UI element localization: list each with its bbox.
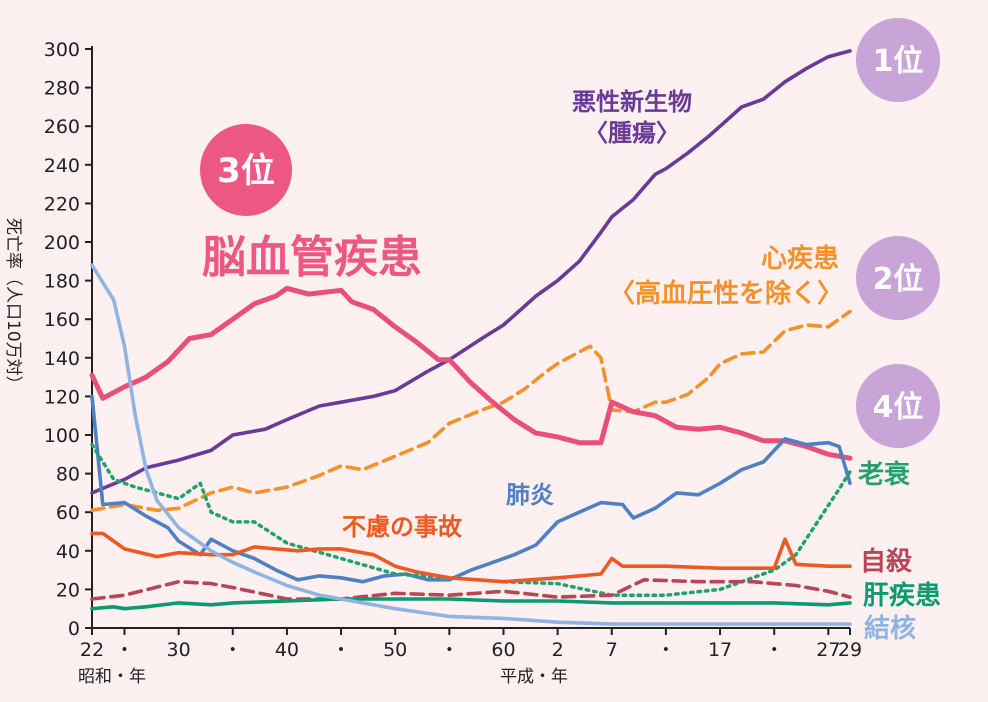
y-tick-label: 140 bbox=[44, 348, 80, 370]
series-line-2 bbox=[89, 285, 853, 461]
y-axis-label: 死亡率（人口10万対） bbox=[3, 218, 23, 393]
y-tick-label: 200 bbox=[44, 232, 80, 254]
y-tick-label: 240 bbox=[44, 155, 80, 177]
rank-badge-1-text: 1位 bbox=[873, 44, 924, 79]
x-tick-label: ・ bbox=[440, 639, 459, 661]
series-line-3 bbox=[90, 394, 852, 584]
rank-badge-3-circle bbox=[200, 124, 292, 216]
series-line-4 bbox=[90, 442, 852, 597]
rank-badge-4-text: 4位 bbox=[873, 390, 924, 425]
rank-badge-4: 4位 bbox=[856, 364, 940, 448]
label-liver: 肝疾患 bbox=[863, 580, 941, 611]
label-senility: 老衰 bbox=[858, 459, 911, 490]
x-tick-label: 30 bbox=[167, 639, 191, 661]
y-tick-label: 280 bbox=[44, 78, 80, 100]
y-tick-label: 300 bbox=[44, 39, 80, 61]
x-tick-label: 7 bbox=[606, 639, 618, 661]
x-tick-label: 29 bbox=[838, 639, 862, 661]
label-heart-1: 心疾患 bbox=[761, 243, 839, 274]
x-tick-label: 40 bbox=[275, 639, 299, 661]
axes bbox=[91, 46, 850, 629]
series-line-0 bbox=[90, 49, 852, 495]
rank-badge-2-text: 2位 bbox=[873, 262, 924, 297]
rank-badge-3-text: 3位 bbox=[217, 151, 275, 191]
series-line-5 bbox=[90, 531, 852, 584]
label-pneumonia: 肺炎 bbox=[506, 481, 554, 509]
y-tick-label: 180 bbox=[44, 271, 80, 293]
rank-badge-1-circle bbox=[856, 18, 940, 102]
x-tick-label: ・ bbox=[765, 639, 784, 661]
era-label-heisei: 平成・年 bbox=[500, 667, 568, 687]
y-tick-label: 160 bbox=[44, 309, 80, 331]
label-accident: 不慮の事故 bbox=[342, 513, 463, 541]
label-cancer-2: 〈腫瘍〉 bbox=[584, 119, 680, 147]
y-tick-label: 80 bbox=[56, 464, 80, 486]
x-tick-label: 60 bbox=[491, 639, 515, 661]
series-lines bbox=[89, 49, 853, 626]
x-tick-label: 17 bbox=[708, 639, 732, 661]
series-line-6 bbox=[90, 578, 852, 601]
x-tick-label: ・ bbox=[332, 639, 351, 661]
series-line-7 bbox=[90, 597, 852, 611]
x-tick-label: ・ bbox=[656, 639, 675, 661]
y-tick-label: 60 bbox=[56, 502, 80, 524]
y-tick-label: 40 bbox=[56, 541, 80, 563]
x-tick-label: 27 bbox=[816, 639, 840, 661]
series-line-8 bbox=[90, 263, 852, 626]
label-heart-2: 〈高血圧性を除く〉 bbox=[609, 278, 843, 309]
label-stroke: 脳血管疾患 bbox=[202, 232, 422, 283]
y-tick-label: 20 bbox=[56, 579, 80, 601]
rank-badge-2: 2位 bbox=[856, 236, 940, 320]
label-suicide: 自殺 bbox=[860, 546, 913, 577]
x-tick-label: 2 bbox=[552, 639, 564, 661]
label-tb: 結核 bbox=[864, 613, 916, 644]
rank-badge-4-circle bbox=[856, 364, 940, 448]
y-tick-label: 220 bbox=[44, 193, 80, 215]
y-tick-label: 0 bbox=[68, 618, 80, 640]
x-tick-label: 50 bbox=[383, 639, 407, 661]
y-tick-label: 120 bbox=[44, 386, 80, 408]
rank-badge-2-circle bbox=[856, 236, 940, 320]
series-line-1 bbox=[90, 309, 852, 513]
rank-badge-3: 3位 bbox=[200, 124, 292, 216]
era-label-showa: 昭和・年 bbox=[78, 667, 146, 687]
x-tick-label: ・ bbox=[115, 639, 134, 661]
x-tick-label: 22 bbox=[80, 639, 104, 661]
y-tick-label: 100 bbox=[44, 425, 80, 447]
rank-badge-1: 1位 bbox=[856, 18, 940, 102]
x-tick-label: ・ bbox=[223, 639, 242, 661]
y-tick-labels: 0 20 40 60 80 100 120 140 160 180 200 220 240 260 280 3… bbox=[44, 39, 92, 640]
label-cancer-1: 悪性新生物 bbox=[572, 88, 692, 116]
y-tick-label: 260 bbox=[44, 116, 80, 138]
